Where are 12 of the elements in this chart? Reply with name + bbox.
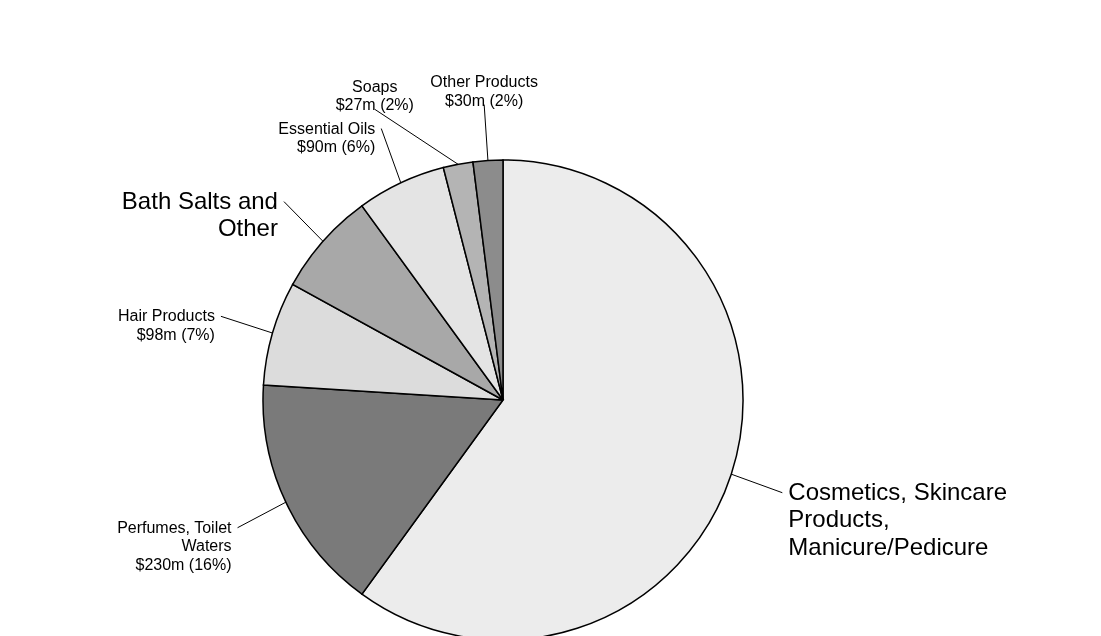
data-label: $90m (6%) xyxy=(297,137,376,155)
slice-label: Perfumes, Toilet Waters xyxy=(117,518,233,555)
slice-label: Hair Products xyxy=(117,307,215,325)
data-label: $98m (7%) xyxy=(136,325,215,343)
slice-label: Bath Salts and Other xyxy=(121,186,278,242)
slice-label: Essential Oils xyxy=(278,119,376,137)
slice-label: Cosmetics, Skincare Products, Manicure/Pedicure xyxy=(788,477,1008,560)
data-label: $27m (2%) xyxy=(335,96,414,114)
data-label: $230m (16%) xyxy=(135,555,232,573)
slice-label: Soaps xyxy=(352,77,398,95)
slice-label: Other Products xyxy=(430,73,538,91)
data-label: $30m (2%) xyxy=(445,91,524,109)
